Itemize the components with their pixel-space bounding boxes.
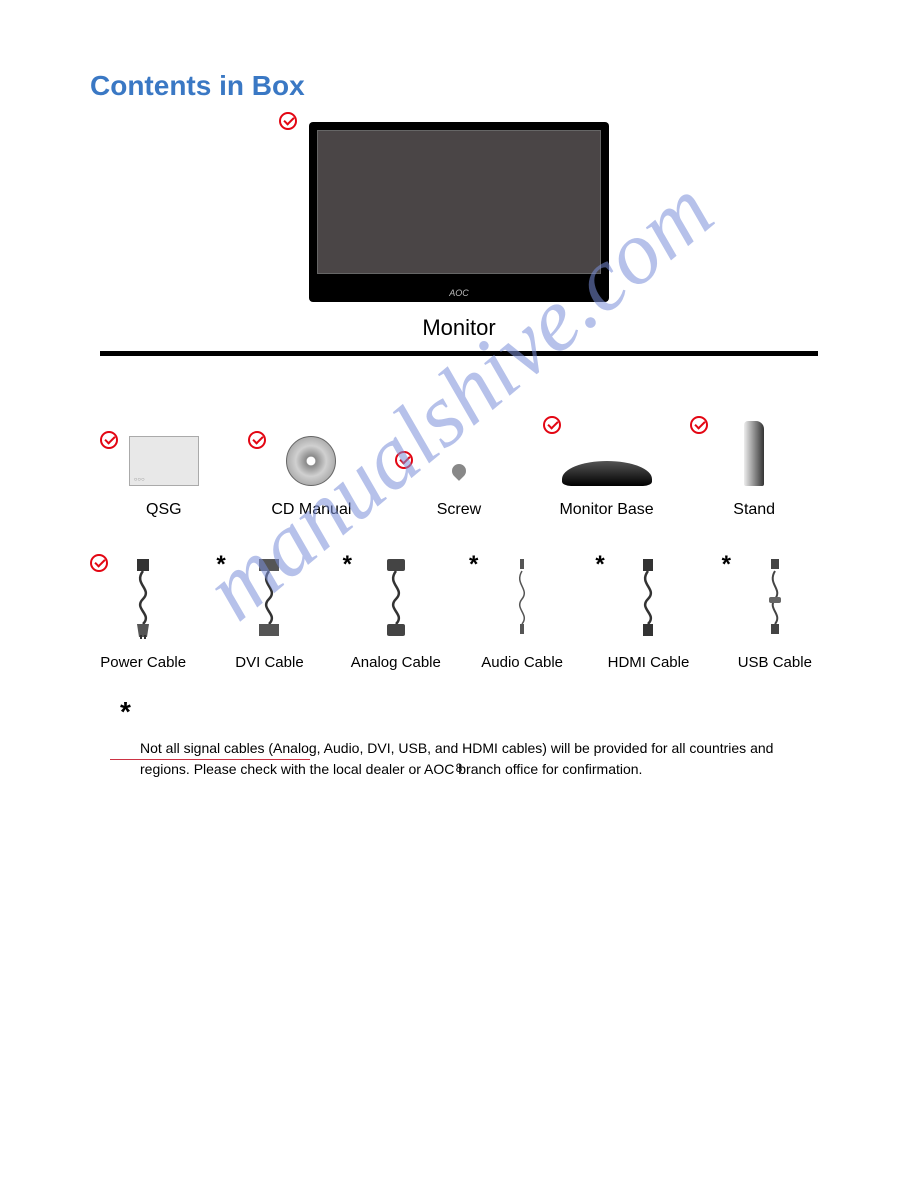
- item-hdmi-cable: *: [585, 559, 711, 644]
- item-qsg: [90, 436, 238, 486]
- item-stand: [680, 421, 828, 486]
- item-screw: [385, 456, 533, 486]
- monitor-brand-label: AOC: [449, 288, 469, 298]
- monitor-label: Monitor: [60, 315, 858, 341]
- label-stand: Stand: [680, 501, 828, 519]
- section-heading: Contents in Box: [90, 70, 858, 102]
- star-icon: *: [722, 551, 731, 579]
- star-icon: *: [216, 551, 225, 579]
- check-icon: [279, 112, 297, 130]
- monitor-item: AOC: [309, 122, 609, 302]
- check-icon: [690, 416, 708, 434]
- item-cd-manual: [238, 436, 386, 486]
- item-monitor-base: [533, 421, 681, 486]
- accessories-row-1: [90, 386, 828, 486]
- star-icon: *: [469, 551, 478, 579]
- monitor-section: AOC Monitor: [60, 122, 858, 341]
- check-icon: [100, 431, 118, 449]
- red-underline: [110, 759, 310, 760]
- screw-illustration: [444, 456, 474, 486]
- page-number: 8: [456, 761, 463, 775]
- manual-page: manualshive.com Contents in Box AOC Moni…: [0, 0, 918, 820]
- item-power-cable: [80, 559, 206, 644]
- star-icon: *: [343, 551, 352, 579]
- label-cd-manual: CD Manual: [238, 501, 386, 519]
- label-monitor-base: Monitor Base: [533, 501, 681, 519]
- power-cable-illustration: [123, 559, 163, 639]
- hdmi-cable-illustration: [628, 559, 668, 639]
- qsg-illustration: [129, 436, 199, 486]
- monitor-screen: [317, 130, 601, 274]
- check-icon: [248, 431, 266, 449]
- cd-illustration: [286, 436, 336, 486]
- label-qsg: QSG: [90, 501, 238, 519]
- check-icon: [543, 416, 561, 434]
- monitor-illustration: AOC: [309, 122, 609, 302]
- audio-cable-illustration: [502, 559, 542, 639]
- cables-labels: Power Cable DVI Cable Analog Cable Audio…: [80, 654, 838, 671]
- section-divider: [100, 351, 818, 356]
- label-audio-cable: Audio Cable: [459, 654, 585, 671]
- check-icon: [395, 451, 413, 469]
- item-audio-cable: *: [459, 559, 585, 644]
- footnote-star: *: [120, 696, 858, 728]
- accessories-labels-1: QSG CD Manual Screw Monitor Base Stand: [90, 501, 828, 519]
- check-icon: [90, 554, 108, 572]
- usb-cable-illustration: [755, 559, 795, 639]
- star-icon: *: [595, 551, 604, 579]
- item-dvi-cable: *: [206, 559, 332, 644]
- label-analog-cable: Analog Cable: [333, 654, 459, 671]
- base-illustration: [562, 461, 652, 486]
- label-screw: Screw: [385, 501, 533, 519]
- cables-row: * * * *: [80, 559, 838, 644]
- label-usb-cable: USB Cable: [712, 654, 838, 671]
- item-analog-cable: *: [333, 559, 459, 644]
- analog-cable-illustration: [376, 559, 416, 639]
- item-usb-cable: *: [712, 559, 838, 644]
- stand-illustration: [744, 421, 764, 486]
- label-hdmi-cable: HDMI Cable: [585, 654, 711, 671]
- label-dvi-cable: DVI Cable: [206, 654, 332, 671]
- label-power-cable: Power Cable: [80, 654, 206, 671]
- dvi-cable-illustration: [249, 559, 289, 639]
